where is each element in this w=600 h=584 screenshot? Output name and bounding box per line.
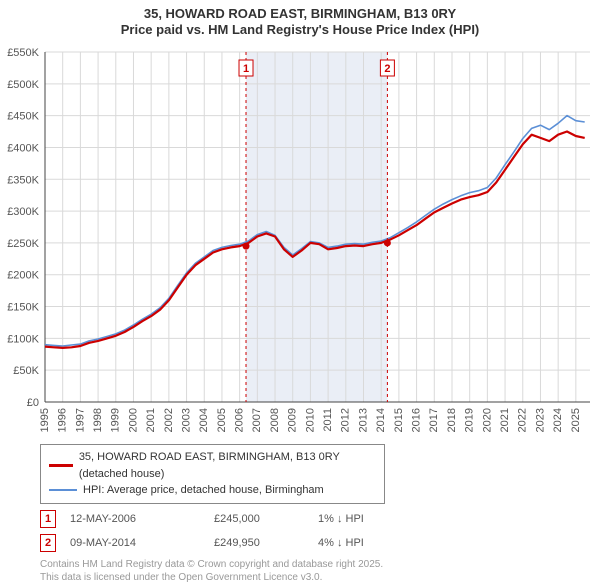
svg-text:2024: 2024: [552, 408, 564, 432]
svg-text:£350K: £350K: [7, 174, 39, 186]
svg-text:£400K: £400K: [7, 142, 39, 154]
svg-text:1995: 1995: [39, 408, 51, 432]
svg-text:1999: 1999: [110, 408, 122, 432]
svg-text:£100K: £100K: [7, 333, 39, 345]
sale-marker-2: 2: [40, 534, 56, 552]
svg-text:£0: £0: [27, 397, 39, 409]
legend-label-1: 35, HOWARD ROAD EAST, BIRMINGHAM, B13 0R…: [79, 449, 376, 482]
credit-text: Contains HM Land Registry data © Crown c…: [40, 558, 580, 584]
title-block: 35, HOWARD ROAD EAST, BIRMINGHAM, B13 0R…: [0, 0, 600, 39]
svg-text:£200K: £200K: [7, 270, 39, 282]
svg-text:2007: 2007: [251, 408, 263, 432]
svg-text:2012: 2012: [340, 408, 352, 432]
svg-text:2001: 2001: [145, 408, 157, 432]
sale-marker-1: 1: [40, 510, 56, 528]
svg-text:£550K: £550K: [7, 47, 39, 59]
svg-text:£50K: £50K: [13, 365, 39, 377]
footer-block: 35, HOWARD ROAD EAST, BIRMINGHAM, B13 0R…: [40, 444, 580, 584]
svg-text:2002: 2002: [163, 408, 175, 432]
svg-text:1: 1: [243, 63, 249, 75]
svg-text:£300K: £300K: [7, 206, 39, 218]
svg-text:2014: 2014: [375, 408, 387, 432]
svg-text:2009: 2009: [287, 408, 299, 432]
svg-text:2013: 2013: [357, 408, 369, 432]
sale-date-1: 12-MAY-2006: [70, 513, 200, 525]
svg-text:1998: 1998: [92, 408, 104, 432]
svg-text:2019: 2019: [464, 408, 476, 432]
svg-text:2: 2: [384, 63, 390, 75]
svg-text:2008: 2008: [269, 408, 281, 432]
svg-text:2000: 2000: [127, 408, 139, 432]
legend-box: 35, HOWARD ROAD EAST, BIRMINGHAM, B13 0R…: [40, 444, 385, 504]
sale-row-2: 2 09-MAY-2014 £249,950 4% ↓ HPI: [40, 534, 580, 552]
svg-text:£250K: £250K: [7, 238, 39, 250]
title-address: 35, HOWARD ROAD EAST, BIRMINGHAM, B13 0R…: [0, 6, 600, 22]
legend-label-2: HPI: Average price, detached house, Birm…: [83, 482, 324, 499]
sale-price-2: £249,950: [214, 537, 304, 549]
svg-text:2018: 2018: [446, 408, 458, 432]
price-chart: £0 £50K £100K £150K £200K £250K £300K £350K £400…: [0, 42, 600, 442]
svg-text:2011: 2011: [322, 408, 334, 432]
svg-text:2017: 2017: [428, 408, 440, 432]
legend-swatch-2: [49, 489, 77, 491]
svg-text:£450K: £450K: [7, 111, 39, 123]
chart-container: 35, HOWARD ROAD EAST, BIRMINGHAM, B13 0R…: [0, 0, 600, 560]
legend-swatch-1: [49, 464, 73, 467]
svg-text:1996: 1996: [57, 408, 69, 432]
sale-pct-1: 1% ↓ HPI: [318, 513, 438, 525]
svg-text:2004: 2004: [198, 408, 210, 432]
svg-text:£150K: £150K: [7, 302, 39, 314]
credit-line-2: This data is licensed under the Open Gov…: [40, 571, 580, 584]
credit-line-1: Contains HM Land Registry data © Crown c…: [40, 558, 580, 571]
svg-text:2023: 2023: [534, 408, 546, 432]
svg-text:2021: 2021: [499, 408, 511, 432]
svg-text:2003: 2003: [180, 408, 192, 432]
sale-price-1: £245,000: [214, 513, 304, 525]
svg-text:2025: 2025: [570, 408, 582, 432]
sale-pct-2: 4% ↓ HPI: [318, 537, 438, 549]
legend-row-1: 35, HOWARD ROAD EAST, BIRMINGHAM, B13 0R…: [49, 449, 376, 482]
legend-row-2: HPI: Average price, detached house, Birm…: [49, 482, 376, 499]
title-subtitle: Price paid vs. HM Land Registry's House …: [0, 22, 600, 38]
svg-text:2006: 2006: [234, 408, 246, 432]
svg-text:2010: 2010: [304, 408, 316, 432]
sale-date-2: 09-MAY-2014: [70, 537, 200, 549]
svg-text:2022: 2022: [517, 408, 529, 432]
sale-row-1: 1 12-MAY-2006 £245,000 1% ↓ HPI: [40, 510, 580, 528]
svg-text:2005: 2005: [216, 408, 228, 432]
svg-text:2015: 2015: [393, 408, 405, 432]
svg-text:2016: 2016: [410, 408, 422, 432]
svg-text:2020: 2020: [481, 408, 493, 432]
svg-text:£500K: £500K: [7, 79, 39, 91]
svg-text:1997: 1997: [74, 408, 86, 432]
